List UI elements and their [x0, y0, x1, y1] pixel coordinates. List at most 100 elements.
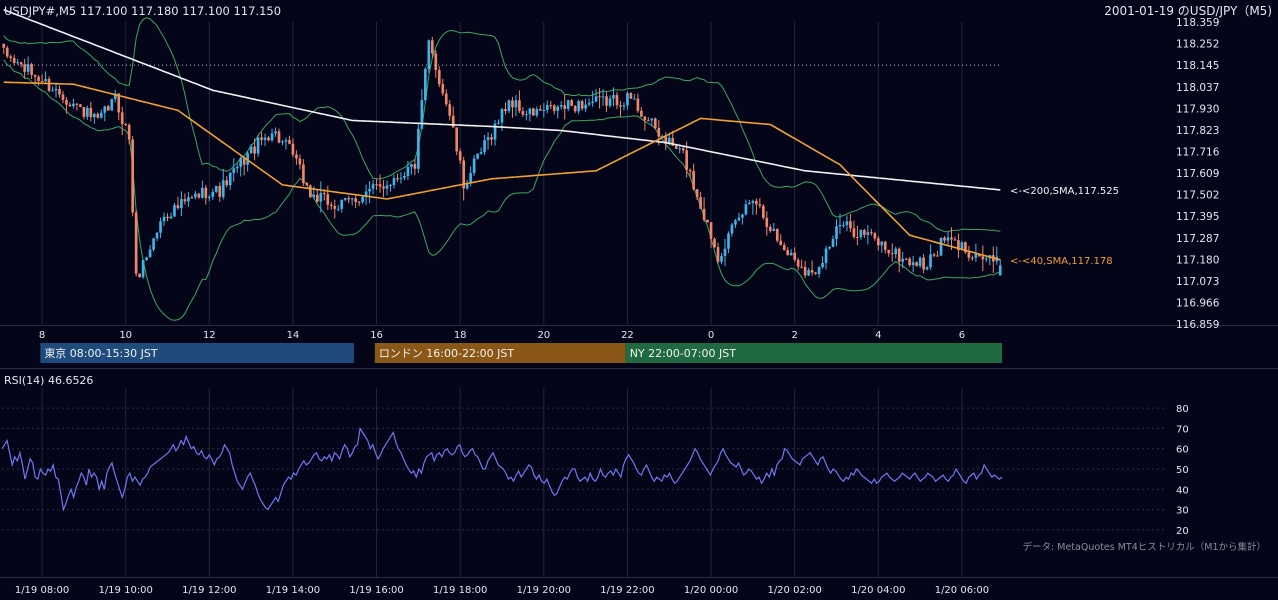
- candle: [120, 106, 124, 136]
- candle: [539, 105, 542, 111]
- candle: [856, 226, 859, 246]
- hour-tick-label: 14: [287, 330, 300, 341]
- moving-averages: [3, 8, 1001, 261]
- price-grid: [0, 22, 1278, 578]
- candle: [166, 213, 169, 222]
- candle: [803, 260, 807, 279]
- rsi-tick-label: 80: [1176, 404, 1189, 415]
- candle: [918, 256, 922, 269]
- candle: [54, 82, 58, 98]
- candle: [744, 199, 748, 216]
- candle: [688, 168, 692, 178]
- candle: [134, 209, 138, 277]
- candle: [939, 237, 943, 256]
- sma40-label: <-<40,SMA,117.178: [1010, 256, 1113, 267]
- candle: [113, 89, 117, 103]
- candle: [741, 213, 744, 225]
- candle: [814, 271, 817, 275]
- candle: [650, 118, 654, 127]
- candle: [699, 191, 702, 210]
- candle: [385, 180, 389, 196]
- time-tick-label: 1/20 00:00: [684, 585, 738, 596]
- candle: [82, 106, 86, 120]
- hour-tick-label: 18: [454, 330, 467, 341]
- candle: [298, 154, 302, 170]
- candle: [96, 112, 100, 119]
- candle: [925, 266, 929, 271]
- candle: [702, 197, 706, 223]
- candle: [389, 184, 392, 192]
- candle: [159, 217, 162, 239]
- candle: [622, 102, 626, 111]
- candle: [162, 212, 166, 226]
- candle: [936, 250, 939, 257]
- candle: [943, 235, 946, 244]
- candle: [507, 99, 511, 114]
- candle: [755, 198, 758, 215]
- candle: [727, 231, 730, 254]
- candle: [528, 107, 532, 122]
- candle: [647, 117, 650, 122]
- candle: [145, 256, 148, 261]
- candle: [709, 221, 713, 248]
- candle: [532, 107, 535, 116]
- candle: [953, 236, 957, 241]
- time-axis: 1/19 08:00 1/19 10:00 1/19 12:00 1/19 14:00…: [15, 585, 989, 596]
- hour-tick-label: 4: [875, 330, 881, 341]
- candle: [197, 192, 201, 199]
- candle: [511, 96, 514, 118]
- candle: [378, 174, 382, 193]
- hour-tick-label: 2: [791, 330, 797, 341]
- rsi-grid: [2, 388, 1166, 577]
- rsi-tick-label: 50: [1176, 465, 1189, 476]
- candle: [462, 156, 465, 201]
- price-tick-label: 117.930: [1176, 103, 1219, 115]
- candle: [336, 204, 340, 212]
- candle: [239, 156, 242, 177]
- time-tick-label: 1/19 22:00: [600, 585, 654, 596]
- candle: [106, 104, 110, 111]
- rsi-line: [1, 426, 1003, 512]
- hour-tick-label: 20: [537, 330, 550, 341]
- candle: [779, 234, 783, 246]
- candle: [371, 179, 375, 195]
- candle: [16, 58, 20, 65]
- candle: [591, 91, 594, 107]
- candle: [786, 247, 790, 256]
- candle: [117, 92, 121, 121]
- candle: [692, 163, 695, 191]
- time-tick-label: 1/19 10:00: [98, 585, 152, 596]
- candle: [598, 87, 601, 109]
- candle: [127, 123, 131, 145]
- candle: [490, 133, 493, 146]
- candle: [190, 195, 194, 199]
- candle: [441, 78, 445, 97]
- price-tick-label: 117.180: [1176, 254, 1219, 266]
- session-bar: [40, 343, 354, 363]
- candle: [762, 204, 765, 220]
- candle: [274, 127, 277, 137]
- candle: [922, 253, 925, 274]
- candle: [821, 256, 824, 269]
- rsi-series-line: [1, 426, 1003, 512]
- candle: [863, 228, 866, 238]
- candle: [2, 43, 6, 54]
- rsi-tick-label: 40: [1176, 485, 1189, 496]
- candle: [720, 253, 723, 265]
- candle: [284, 137, 288, 150]
- candle: [964, 241, 967, 254]
- candle: [343, 197, 347, 202]
- candle: [852, 220, 856, 239]
- time-tick-label: 1/19 14:00: [266, 585, 320, 596]
- time-tick-label: 1/19 08:00: [15, 585, 69, 596]
- candle: [570, 98, 574, 107]
- candle: [643, 115, 647, 131]
- candle: [887, 249, 891, 257]
- session-label: ロンドン 16:00-22:00 JST: [379, 347, 515, 360]
- candle: [375, 178, 378, 190]
- candle: [267, 135, 270, 142]
- candle: [782, 242, 786, 251]
- candle: [263, 133, 267, 146]
- candle: [75, 102, 79, 111]
- candle: [842, 221, 845, 228]
